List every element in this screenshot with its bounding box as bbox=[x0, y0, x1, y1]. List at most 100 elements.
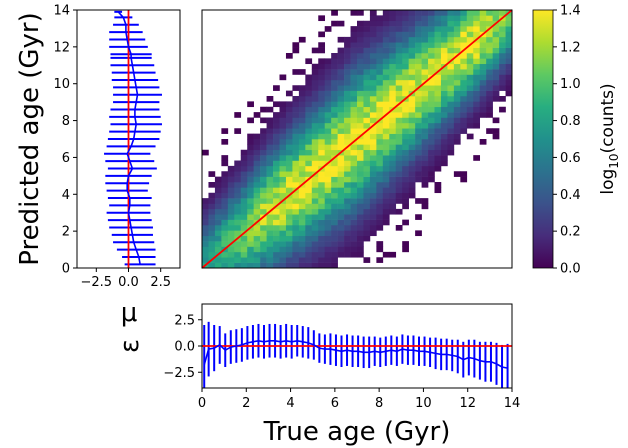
histogram-cell bbox=[240, 257, 248, 263]
histogram-cell bbox=[202, 149, 209, 156]
histogram-cell bbox=[376, 90, 384, 97]
histogram-cell bbox=[331, 101, 338, 108]
histogram-cell bbox=[382, 74, 390, 81]
histogram-cell bbox=[434, 74, 442, 81]
histogram-cell bbox=[318, 160, 326, 167]
histogram-cell bbox=[408, 31, 416, 38]
histogram-cell bbox=[292, 262, 300, 268]
histogram-cell bbox=[376, 171, 384, 177]
histogram-cell bbox=[376, 101, 384, 108]
histogram-cell bbox=[298, 128, 306, 134]
histogram-cell bbox=[453, 133, 461, 140]
histogram-cell bbox=[324, 155, 332, 161]
histogram-cell bbox=[369, 176, 377, 183]
histogram-cell bbox=[208, 246, 216, 253]
histogram-cell bbox=[344, 133, 351, 140]
histogram-cell bbox=[492, 90, 500, 97]
histogram-cell bbox=[318, 122, 326, 129]
histogram-cell bbox=[434, 47, 442, 54]
histogram-cell bbox=[311, 225, 319, 231]
histogram-cell bbox=[305, 106, 313, 113]
histogram-cell bbox=[324, 85, 332, 91]
histogram-cell bbox=[389, 176, 397, 183]
histogram-cell bbox=[292, 144, 300, 151]
histogram-cell bbox=[421, 149, 429, 156]
histogram-cell bbox=[273, 144, 280, 151]
histogram-cell bbox=[460, 53, 468, 59]
histogram-cell bbox=[260, 128, 267, 134]
histogram-cell bbox=[324, 101, 332, 108]
histogram-cell bbox=[337, 214, 345, 220]
histogram-cell bbox=[208, 208, 216, 215]
colorbar-tick-label: 1.0 bbox=[560, 77, 581, 92]
histogram-cell bbox=[344, 79, 351, 86]
histogram-cell bbox=[221, 203, 229, 210]
histogram-cell bbox=[260, 139, 267, 145]
histogram-cell bbox=[350, 58, 358, 65]
histogram-cell bbox=[350, 31, 358, 38]
histogram-cell bbox=[253, 112, 261, 118]
histogram-cell bbox=[421, 90, 429, 97]
histogram-cell bbox=[415, 155, 422, 161]
histogram-cell bbox=[266, 203, 274, 210]
histogram-cell bbox=[479, 42, 487, 48]
histogram-cell bbox=[421, 117, 429, 124]
histogram-cell bbox=[318, 85, 326, 91]
histogram-cell bbox=[369, 10, 377, 16]
histogram-cell bbox=[221, 230, 229, 237]
histogram-cell bbox=[318, 187, 326, 194]
histogram-cell bbox=[369, 58, 377, 65]
histogram-cell bbox=[408, 144, 416, 151]
histogram-cell bbox=[357, 219, 364, 226]
histogram-cell bbox=[273, 117, 280, 124]
histogram-cell bbox=[440, 133, 448, 140]
histogram-cell bbox=[350, 112, 358, 118]
histogram-cell bbox=[473, 58, 481, 65]
histogram-cell bbox=[298, 139, 306, 145]
histogram-cell bbox=[311, 198, 319, 204]
histogram-cell bbox=[415, 10, 422, 16]
histogram-cell bbox=[337, 79, 345, 86]
histogram-cell bbox=[492, 133, 500, 140]
histogram-cell bbox=[318, 69, 326, 75]
histogram-cell bbox=[221, 251, 229, 258]
histogram-cell bbox=[428, 85, 435, 91]
histogram-cell bbox=[324, 171, 332, 177]
histogram-cell bbox=[376, 214, 384, 220]
histogram-cell bbox=[363, 90, 371, 97]
histogram-cell bbox=[479, 26, 487, 32]
histogram-cell bbox=[499, 53, 506, 59]
histogram-cell bbox=[499, 85, 506, 91]
histogram-cell bbox=[247, 187, 254, 194]
histogram-cell bbox=[324, 128, 332, 134]
histogram-cell bbox=[337, 117, 345, 124]
histogram-cell bbox=[486, 96, 493, 102]
histogram-cell bbox=[311, 246, 319, 253]
histogram-cell bbox=[369, 63, 377, 70]
histogram-cell bbox=[395, 165, 403, 172]
histogram-cell bbox=[273, 155, 280, 161]
histogram-cell bbox=[318, 262, 326, 268]
histogram-cell bbox=[247, 235, 254, 242]
bottom-y-tick-label: 2.5 bbox=[174, 313, 195, 328]
histogram-cell bbox=[440, 69, 448, 75]
histogram-cell bbox=[447, 36, 455, 43]
histogram-cell bbox=[389, 74, 397, 81]
histogram-cell bbox=[292, 192, 300, 199]
histogram-cell bbox=[311, 149, 319, 156]
histogram-cell bbox=[273, 133, 280, 140]
histogram-cell bbox=[260, 155, 267, 161]
histogram-cell bbox=[466, 69, 474, 75]
histogram-cell bbox=[428, 10, 435, 16]
histogram-cell bbox=[305, 182, 313, 188]
histogram-cell bbox=[505, 69, 512, 75]
histogram-cell bbox=[363, 133, 371, 140]
histogram-cell bbox=[382, 160, 390, 167]
histogram-cell bbox=[486, 10, 493, 16]
histogram-cell bbox=[266, 176, 274, 183]
histogram-cell bbox=[486, 63, 493, 70]
histogram-cell bbox=[440, 112, 448, 118]
histogram-cell bbox=[357, 122, 364, 129]
left-y-tick-label: 4 bbox=[62, 188, 70, 203]
histogram-cell bbox=[428, 42, 435, 48]
